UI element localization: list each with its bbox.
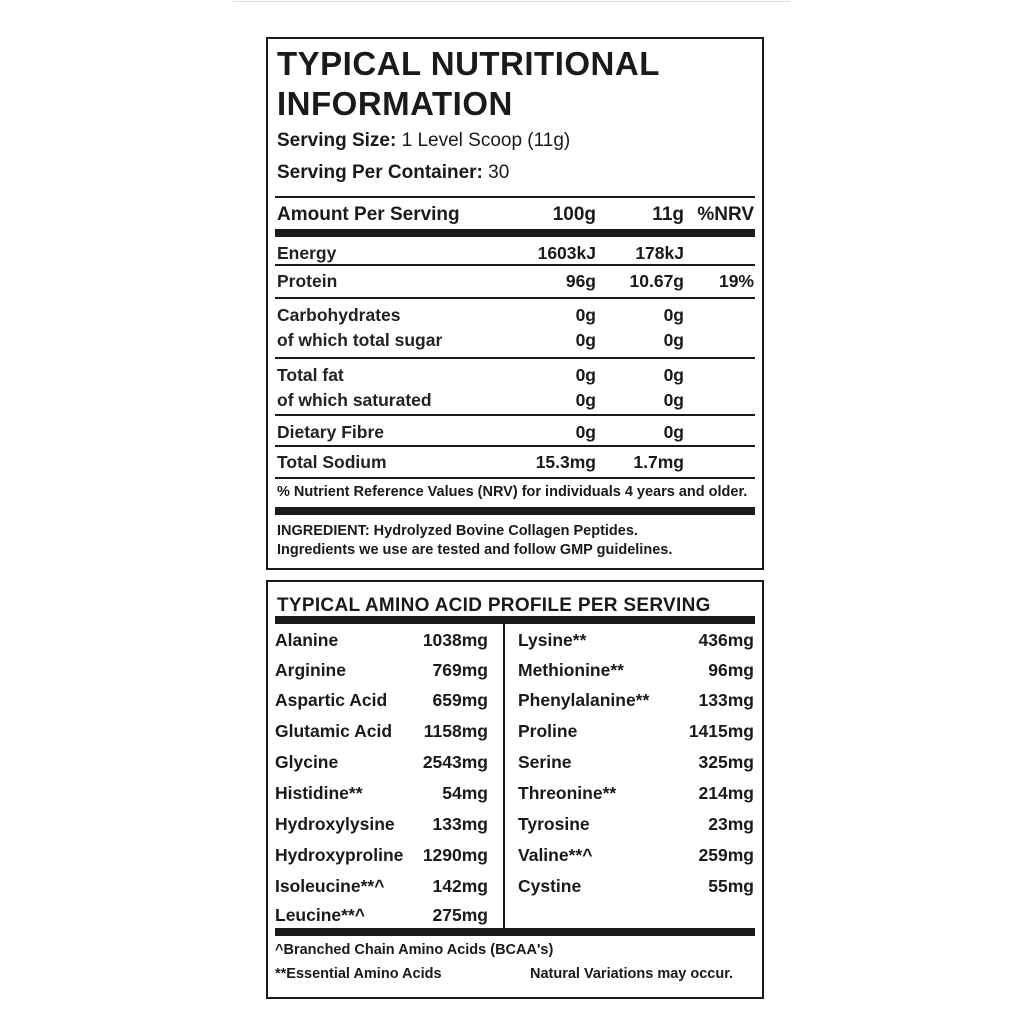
amino-acid-name: Cystine [518, 876, 582, 896]
nutrient-value-11g: 1.7mg [633, 452, 684, 472]
nutrient-value-11g: 0g [663, 365, 684, 385]
amino-acid-value: 1290mg [422, 845, 488, 865]
top-divider [233, 1, 790, 2]
nutrient-value-100g: 0g [575, 305, 596, 325]
title-line2: INFORMATION [277, 85, 513, 122]
amino-acid-value: 259mg [698, 845, 754, 865]
nutrient-value-11g: 0g [663, 330, 684, 350]
amino-acid-name: Tyrosine [518, 814, 590, 834]
amino-acid-name: Lysine** [518, 630, 587, 650]
nutrient-value-100g: 15.3mg [535, 452, 596, 472]
amino-acid-value: 214mg [698, 783, 754, 803]
nutrient-value-100g: 1603kJ [537, 243, 596, 263]
nutrient-label: Dietary Fibre [277, 422, 384, 442]
amino-acid-name: Threonine** [518, 783, 617, 803]
amino-acid-name: Alanine [275, 630, 339, 650]
amino-acid-name: Proline [518, 721, 578, 741]
serving-size-value: 1 Level Scoop (11g) [401, 130, 571, 151]
footnote-essential: **Essential Amino Acids [275, 966, 442, 982]
serving-size-label: Serving Size: [277, 130, 397, 151]
divider [275, 264, 755, 266]
nutrient-value-100g: 96g [565, 271, 596, 291]
nutrient-label: Energy [277, 243, 337, 263]
amino-acid-name: Glycine [275, 752, 339, 772]
amino-acid-name: Phenylalanine** [518, 690, 650, 710]
amino-acid-panel: TYPICAL AMINO ACID PROFILE PER SERVING A… [266, 580, 764, 999]
amino-acid-value: 436mg [698, 630, 754, 650]
amino-acid-name: Histidine** [275, 783, 363, 803]
amino-acid-name: Glutamic Acid [275, 721, 393, 741]
ingredient-line2: Ingredients we use are tested and follow… [277, 542, 673, 558]
amino-acid-name: Aspartic Acid [275, 690, 388, 710]
header-11g: 11g [652, 204, 684, 225]
divider [275, 357, 755, 359]
servings-label: Serving Per Container: [277, 162, 483, 183]
thick-divider [275, 229, 755, 237]
serving-size: Serving Size: 1 Level Scoop (11g) [277, 131, 570, 150]
header-label: Amount Per Serving [277, 204, 460, 225]
amino-acid-name: Arginine [275, 660, 346, 680]
column-divider [503, 624, 505, 930]
nutrient-nrv: 19% [718, 271, 754, 291]
nutrient-value-11g: 10.67g [629, 271, 684, 291]
amino-acid-value: 133mg [698, 690, 754, 710]
divider [275, 445, 755, 447]
nutrition-panel: TYPICAL NUTRITIONAL INFORMATION Serving … [266, 37, 764, 570]
footnote-bcaa: ^Branched Chain Amino Acids (BCAA's) [275, 942, 554, 958]
amino-acid-name: Hydroxylysine [275, 814, 395, 834]
amino-acid-value: 325mg [698, 752, 754, 772]
amino-acid-value: 133mg [432, 814, 488, 834]
amino-acid-name: Methionine** [518, 660, 624, 680]
nutrient-label: of which total sugar [277, 330, 443, 350]
divider [275, 477, 755, 479]
nutrient-label: Total fat [277, 365, 344, 385]
amino-acid-value: 769mg [432, 660, 488, 680]
thick-divider [275, 616, 755, 624]
footnote-variation: Natural Variations may occur. [530, 966, 734, 982]
amino-acid-value: 1415mg [688, 721, 754, 741]
nutrient-value-100g: 0g [575, 330, 596, 350]
amino-title: TYPICAL AMINO ACID PROFILE PER SERVING [277, 595, 711, 616]
title-line1: TYPICAL NUTRITIONAL [277, 45, 660, 82]
amino-acid-name: Serine [518, 752, 572, 772]
amino-acid-value: 1038mg [422, 630, 488, 650]
nutrient-value-100g: 0g [575, 422, 596, 442]
amino-acid-value: 142mg [432, 876, 488, 896]
divider [275, 196, 755, 198]
divider [275, 297, 755, 299]
nutrient-label: Carbohydrates [277, 305, 401, 325]
amino-acid-name: Valine**^ [518, 845, 593, 865]
nutrient-label: Total Sodium [277, 452, 387, 472]
amino-acid-value: 55mg [708, 876, 754, 896]
servings-per-container: Serving Per Container: 30 [277, 163, 509, 182]
amino-acid-value: 23mg [708, 814, 754, 834]
amino-acid-value: 54mg [442, 783, 488, 803]
nutrient-label: Protein [277, 271, 338, 291]
nutrient-value-11g: 178kJ [635, 243, 684, 263]
thick-divider [275, 507, 755, 515]
divider [275, 414, 755, 416]
servings-value: 30 [488, 162, 510, 183]
amino-acid-value: 275mg [432, 905, 488, 925]
amino-acid-value: 659mg [432, 690, 488, 710]
amino-acid-value: 96mg [708, 660, 754, 680]
amino-acid-name: Leucine**^ [275, 905, 365, 925]
amino-acid-name: Hydroxyproline [275, 845, 404, 865]
amino-acid-name: Isoleucine**^ [275, 876, 385, 896]
header-100g: 100g [552, 204, 596, 225]
nutrient-value-11g: 0g [663, 305, 684, 325]
nutrient-value-11g: 0g [663, 390, 684, 410]
ingredient-line1: INGREDIENT: Hydrolyzed Bovine Collagen P… [277, 523, 638, 539]
nutrient-label: of which saturated [277, 390, 432, 410]
header-nrv: %NRV [697, 204, 754, 225]
nutrient-value-11g: 0g [663, 422, 684, 442]
amino-acid-value: 1158mg [423, 721, 488, 741]
nutrient-value-100g: 0g [575, 390, 596, 410]
thick-divider [275, 928, 755, 936]
amino-acid-value: 2543mg [422, 752, 488, 772]
nutrient-value-100g: 0g [575, 365, 596, 385]
nrv-note: % Nutrient Reference Values (NRV) for in… [277, 484, 748, 500]
